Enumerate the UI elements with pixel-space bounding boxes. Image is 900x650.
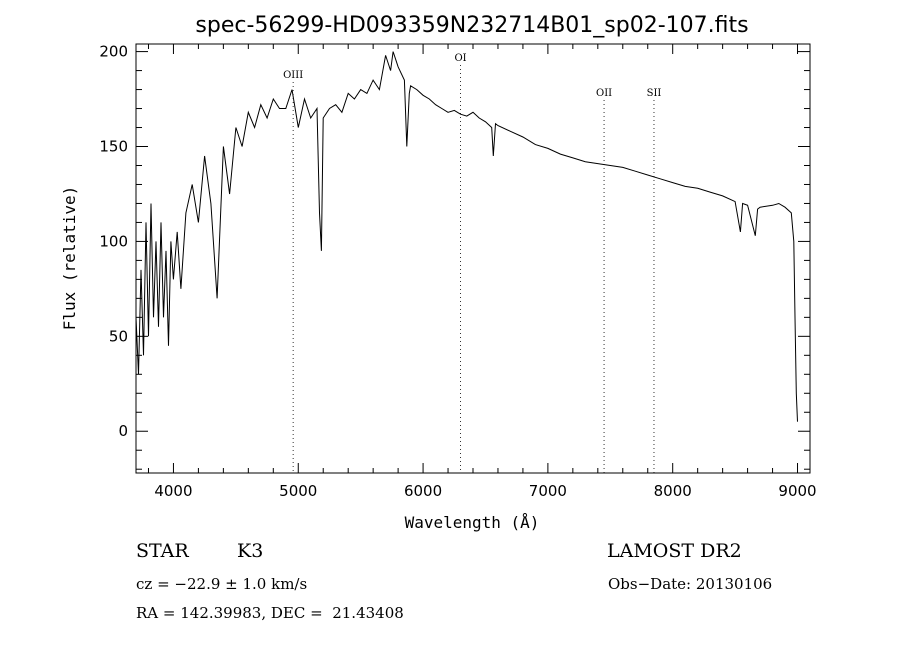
y-axis-label: Flux (relative): [60, 186, 79, 331]
object-subclass: K3: [237, 540, 264, 562]
axis-ticks: 4000 5000 6000 7000 8000 9000 0 50 100 150 200: [99, 43, 816, 500]
spectrum-line: [135, 51, 798, 422]
y-tick-label: 100: [99, 232, 128, 250]
y-tick-label: 0: [118, 422, 128, 440]
x-tick-label: 8000: [654, 482, 692, 500]
line-marker-label: SII: [647, 88, 662, 99]
x-tick-label: 4000: [154, 482, 192, 500]
y-tick-label: 50: [109, 327, 128, 345]
plot-frame: [135, 43, 811, 474]
redshift-value: cz = −22.9 ± 1.0 km/s: [136, 575, 308, 593]
line-marker-label: OII: [596, 88, 612, 99]
survey-name: LAMOST DR2: [607, 540, 742, 562]
x-tick-label: 6000: [404, 482, 442, 500]
x-tick-label: 7000: [529, 482, 567, 500]
line-marker-label: OIII: [283, 70, 303, 81]
x-axis-label: Wavelength (Å): [405, 513, 540, 532]
object-class: STAR: [136, 540, 189, 562]
y-tick-label: 200: [99, 43, 128, 61]
line-markers: OIII OI OII SII: [283, 53, 661, 473]
chart-title: spec-56299-HD093359N232714B01_sp02-107.f…: [195, 13, 748, 38]
coordinates: RA = 142.39983, DEC = 21.43408: [136, 604, 404, 622]
x-tick-label: 9000: [778, 482, 816, 500]
line-marker-label: OI: [454, 53, 466, 64]
y-tick-label: 150: [99, 138, 128, 156]
x-tick-label: 5000: [279, 482, 317, 500]
observation-date: Obs−Date: 20130106: [608, 575, 773, 593]
